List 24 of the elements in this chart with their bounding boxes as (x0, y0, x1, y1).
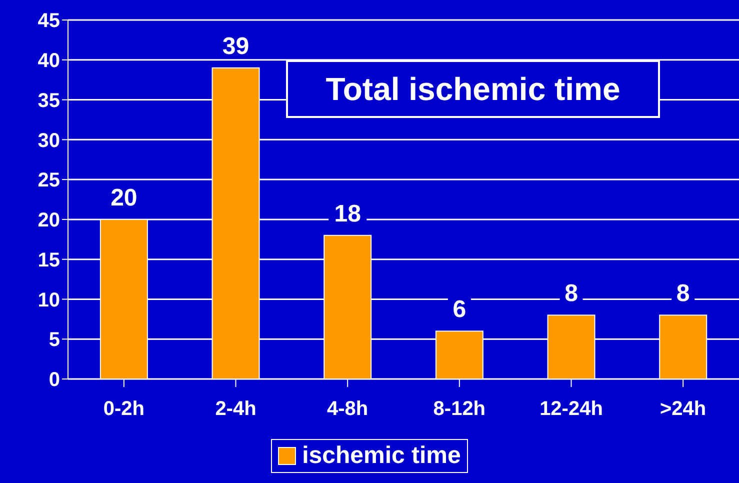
x-tick-label: 4-8h (327, 398, 368, 420)
data-label: 18 (334, 200, 361, 228)
x-tick-label: 12-24h (540, 398, 603, 420)
x-tick-label: 8-12h (433, 398, 486, 420)
y-tick-label: 35 (38, 90, 60, 112)
y-tick-label: 45 (38, 10, 60, 32)
y-tick-label: 20 (38, 210, 60, 232)
data-label: 20 (110, 184, 138, 212)
data-label: 6 (452, 296, 466, 324)
y-tick-label: 40 (38, 50, 60, 72)
legend-label: ischemic time (302, 442, 461, 470)
text: Total ischemic time (286, 60, 660, 118)
y-tick-label: 0 (48, 369, 60, 392)
data-label: 8 (676, 280, 690, 308)
data-label: 8 (564, 280, 578, 308)
y-tick-label: 5 (48, 329, 60, 352)
data-label: 39 (222, 32, 250, 60)
y-tick-label: 25 (38, 170, 60, 192)
x-tick-label: 2-4h (215, 398, 256, 420)
y-tick-label: 10 (38, 289, 60, 312)
x-tick-label: >24h (660, 398, 706, 420)
y-tick-label: 30 (38, 130, 60, 152)
y-tick-label: 15 (38, 249, 60, 272)
x-tick-label: 0-2h (103, 398, 144, 420)
